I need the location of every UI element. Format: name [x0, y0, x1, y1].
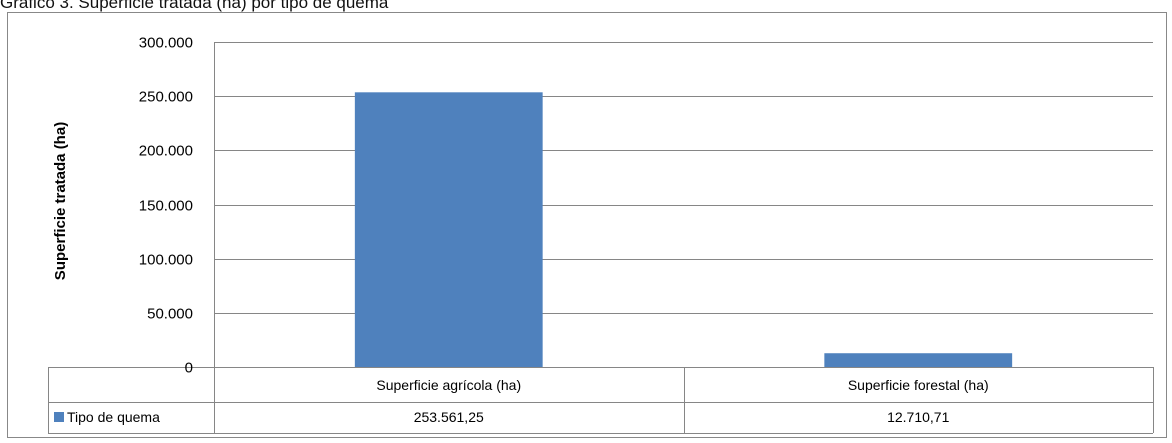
y-tick-label: 0: [185, 360, 193, 377]
data-table-value: 253.561,25: [414, 409, 484, 425]
legend-swatch: [54, 412, 64, 422]
y-tick-label: 150.000: [139, 198, 193, 215]
y-tick-label: 200.000: [139, 143, 193, 160]
data-table-value: 12.710,71: [887, 409, 949, 425]
y-tick-label: 100.000: [139, 252, 193, 269]
y-tick-label: 300.000: [139, 35, 193, 52]
bar: [824, 353, 1013, 367]
y-axis-label: Superficie tratada (ha): [52, 122, 69, 280]
data-table: Superficie agrícola (ha) Superficie fores…: [54, 377, 989, 425]
axes: [48, 42, 1154, 434]
y-tick-label: 250.000: [139, 89, 193, 106]
y-tick-label: 50.000: [147, 306, 193, 323]
x-category-label: Superficie forestal (ha): [848, 377, 989, 393]
page-title: Gráfico 3. Superficie tratada (ha) por t…: [0, 0, 389, 12]
legend-series-name: Tipo de quema: [67, 409, 160, 425]
bar: [354, 92, 543, 367]
bars: [354, 92, 1013, 367]
x-category-label: Superficie agrícola (ha): [376, 377, 521, 393]
y-tick-labels: 0 50.000 100.000 150.000 200.000 250.000 300.0…: [139, 35, 193, 377]
